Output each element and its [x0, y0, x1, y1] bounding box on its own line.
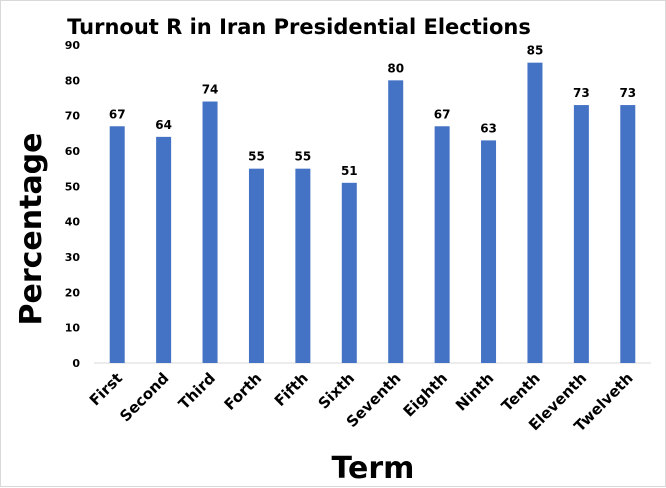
- y-tick-label: 30: [65, 251, 81, 264]
- data-label: 51: [341, 164, 358, 178]
- bar: [248, 168, 264, 363]
- x-tick-label: Forth: [221, 369, 266, 414]
- y-axis: 0 10 20 30 40 50 60 70 80 90: [65, 39, 81, 370]
- bar: [434, 126, 450, 364]
- x-tick-label: Sixth: [315, 369, 358, 412]
- x-tick-label: Tenth: [498, 369, 544, 415]
- data-label: 73: [573, 86, 590, 100]
- x-axis-title: Term: [332, 451, 415, 486]
- y-axis-title: Percentage: [14, 132, 49, 325]
- y-tick-label: 50: [65, 180, 81, 193]
- bar: [109, 126, 125, 364]
- y-tick-label: 10: [65, 322, 81, 335]
- data-labels: 67 64 74 55 55 51 80 67 63 85 73 73: [109, 44, 636, 178]
- bar: [573, 105, 589, 364]
- data-label: 85: [527, 44, 544, 58]
- x-tick-label: Ninth: [452, 369, 497, 414]
- bar: [156, 136, 172, 363]
- data-label: 55: [295, 150, 312, 164]
- data-label: 64: [155, 118, 172, 132]
- y-tick-label: 0: [72, 357, 80, 370]
- data-label: 63: [480, 121, 497, 135]
- data-label: 73: [619, 86, 636, 100]
- x-tick-label: Second: [116, 369, 172, 425]
- bar: [202, 101, 218, 364]
- y-tick-label: 40: [65, 216, 81, 229]
- x-tick-label: Third: [175, 369, 219, 413]
- y-tick-label: 70: [65, 110, 81, 123]
- y-tick-label: 20: [65, 286, 81, 299]
- data-label: 67: [434, 107, 451, 121]
- y-tick-label: 80: [65, 74, 81, 87]
- chart-title: Turnout R in Iran Presidential Elections: [67, 15, 531, 39]
- bar: [388, 80, 404, 363]
- x-tick-label: Eighth: [400, 369, 451, 420]
- bar: [341, 182, 357, 363]
- x-tick-label: First: [86, 369, 126, 409]
- data-label: 55: [248, 150, 265, 164]
- data-label: 74: [202, 83, 219, 97]
- y-tick-label: 60: [65, 145, 81, 158]
- bars: [109, 62, 636, 364]
- y-tick-label: 90: [65, 39, 81, 52]
- x-tick-label: Fifth: [271, 369, 312, 410]
- data-label: 67: [109, 107, 126, 121]
- bar: [620, 105, 636, 364]
- data-label: 80: [387, 61, 404, 75]
- bar: [295, 168, 311, 363]
- bar: [481, 140, 497, 363]
- bar: [527, 62, 543, 364]
